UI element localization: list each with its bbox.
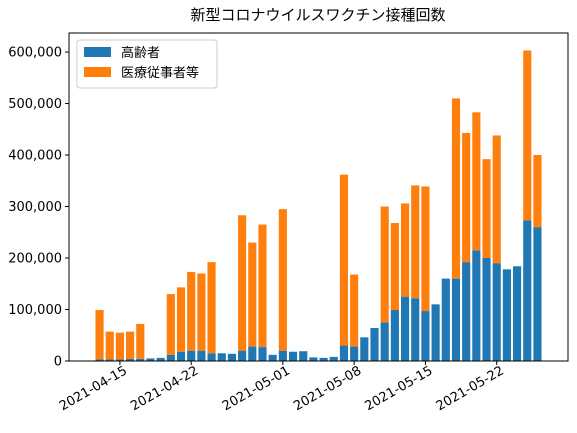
bar <box>105 359 114 361</box>
bar <box>187 350 196 361</box>
bar <box>421 311 430 361</box>
bar <box>207 353 216 361</box>
bar <box>248 346 257 361</box>
bar <box>513 266 522 361</box>
bar <box>339 345 349 361</box>
bar <box>258 347 267 361</box>
bar <box>309 357 318 361</box>
bar <box>166 354 175 361</box>
y-tick-label: 400,000 <box>8 149 62 164</box>
bar <box>115 359 124 361</box>
bar <box>105 331 114 360</box>
bar <box>400 296 410 361</box>
bar <box>258 224 267 348</box>
bar <box>350 346 359 361</box>
y-tick-label: 0 <box>54 355 62 370</box>
bar <box>390 223 399 311</box>
bar <box>166 294 175 355</box>
bar <box>197 350 206 361</box>
x-tick-label: 2021-05-22 <box>434 363 507 414</box>
legend-label: 医療従事者等 <box>121 65 199 81</box>
bar <box>380 322 389 361</box>
bar <box>370 328 379 361</box>
bar <box>462 132 471 263</box>
chart-title: 新型コロナウイルスワクチン接種回数 <box>190 6 445 24</box>
bar <box>482 258 491 361</box>
bar <box>176 287 186 352</box>
bar <box>95 359 104 361</box>
bar <box>278 209 287 351</box>
bar <box>492 135 501 264</box>
bar <box>350 274 359 347</box>
bar <box>451 278 461 361</box>
y-tick-label: 300,000 <box>8 200 62 215</box>
bar <box>187 271 196 351</box>
bar <box>523 50 532 221</box>
bar <box>248 242 257 347</box>
bar <box>411 298 420 361</box>
x-tick-label: 2021-04-15 <box>57 363 130 414</box>
bar <box>421 186 430 312</box>
legend-swatch <box>84 67 111 77</box>
x-tick-label: 2021-05-01 <box>220 363 293 414</box>
bar <box>207 262 216 354</box>
bar <box>400 203 410 297</box>
bar <box>136 323 145 359</box>
bar <box>360 337 369 361</box>
bar <box>431 304 440 361</box>
bar <box>176 351 186 361</box>
plot-frame <box>68 32 569 362</box>
bar <box>238 215 247 351</box>
bar <box>390 310 399 361</box>
bar <box>126 331 135 359</box>
bar <box>441 278 450 361</box>
bar <box>115 332 124 360</box>
y-tick-label: 500,000 <box>8 97 62 112</box>
bar <box>462 262 471 361</box>
bar <box>533 155 542 228</box>
x-tick-label: 2021-05-15 <box>362 363 435 414</box>
bar <box>268 354 277 361</box>
bar <box>278 350 287 361</box>
bar <box>156 357 165 361</box>
bar <box>299 351 308 361</box>
bar <box>329 356 338 361</box>
bar <box>523 220 532 361</box>
legend-swatch <box>84 47 111 57</box>
x-tick-label: 2021-04-22 <box>128 363 201 414</box>
legend-label: 高齢者 <box>121 45 160 61</box>
bar <box>238 350 247 361</box>
bar <box>339 174 349 346</box>
bar <box>472 112 481 251</box>
bar <box>136 358 145 361</box>
bar <box>502 269 511 361</box>
bar <box>288 351 298 361</box>
bar <box>492 263 501 361</box>
bar <box>146 358 155 361</box>
y-tick-label: 200,000 <box>8 252 62 267</box>
y-tick-label: 100,000 <box>8 303 62 318</box>
bar <box>411 185 420 299</box>
bar <box>95 310 104 360</box>
bar <box>217 353 226 361</box>
y-tick-label: 600,000 <box>8 46 62 61</box>
bar <box>319 357 328 361</box>
bar <box>482 159 491 259</box>
bar <box>126 358 135 361</box>
legend <box>76 39 218 89</box>
bar <box>227 353 237 361</box>
x-tick-label: 2021-05-08 <box>291 363 364 414</box>
bar <box>533 227 542 361</box>
bar <box>472 250 481 361</box>
bar <box>451 98 461 279</box>
bar <box>197 273 206 351</box>
bar <box>380 206 389 323</box>
